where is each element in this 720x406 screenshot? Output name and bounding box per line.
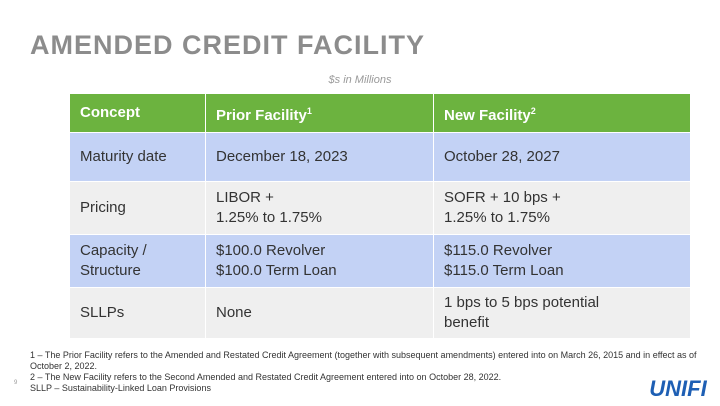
cell-prior: $100.0 Revolver $100.0 Term Loan	[205, 234, 434, 288]
cell-new: $115.0 Revolver $115.0 Term Loan	[433, 234, 690, 288]
table-row: SLLPs None 1 bps to 5 bps potential benef…	[70, 287, 690, 339]
cell-prior: LIBOR +1.25% to 1.75%	[205, 181, 434, 235]
table-row: Maturity date December 18, 2023 October …	[70, 132, 690, 182]
cell-new: 1 bps to 5 bps potential benefit	[433, 287, 690, 339]
cell-concept: Maturity date	[70, 132, 206, 182]
unifi-logo: UNIFI	[644, 375, 712, 406]
page-number: 9	[14, 380, 18, 386]
table-row: Pricing LIBOR +1.25% to 1.75% SOFR + 10 …	[70, 181, 690, 235]
cell-prior: None	[205, 287, 434, 339]
footnote-1: 1 – The Prior Facility refers to the Ame…	[30, 350, 697, 371]
table-row: Capacity / Structure $100.0 Revolver $100.…	[70, 234, 690, 288]
cell-concept: Pricing	[70, 181, 206, 235]
table-header-row: Concept Prior Facility1 New Facility2	[70, 94, 690, 133]
cell-new: October 28, 2027	[433, 132, 690, 182]
header-new-facility: New Facility2	[433, 94, 690, 133]
svg-text:UNIFI: UNIFI	[649, 376, 707, 401]
header-prior-facility: Prior Facility1	[205, 94, 434, 133]
units-subtitle: $s in Millions	[328, 74, 392, 86]
header-concept: Concept	[70, 94, 206, 133]
footnote-2: 2 – The New Facility refers to the Secon…	[30, 372, 502, 382]
cell-concept: Capacity / Structure	[70, 234, 206, 288]
footnotes: 1 – The Prior Facility refers to the Ame…	[30, 350, 700, 394]
credit-facility-table: Concept Prior Facility1 New Facility2 Ma…	[70, 94, 690, 339]
cell-concept: SLLPs	[70, 287, 206, 339]
cell-prior: December 18, 2023	[205, 132, 434, 182]
cell-new: SOFR + 10 bps +1.25% to 1.75%	[433, 181, 690, 235]
footnote-sllp: SLLP – Sustainability-Linked Loan Provis…	[30, 383, 211, 393]
page-title: AMENDED CREDIT FACILITY	[30, 30, 426, 60]
